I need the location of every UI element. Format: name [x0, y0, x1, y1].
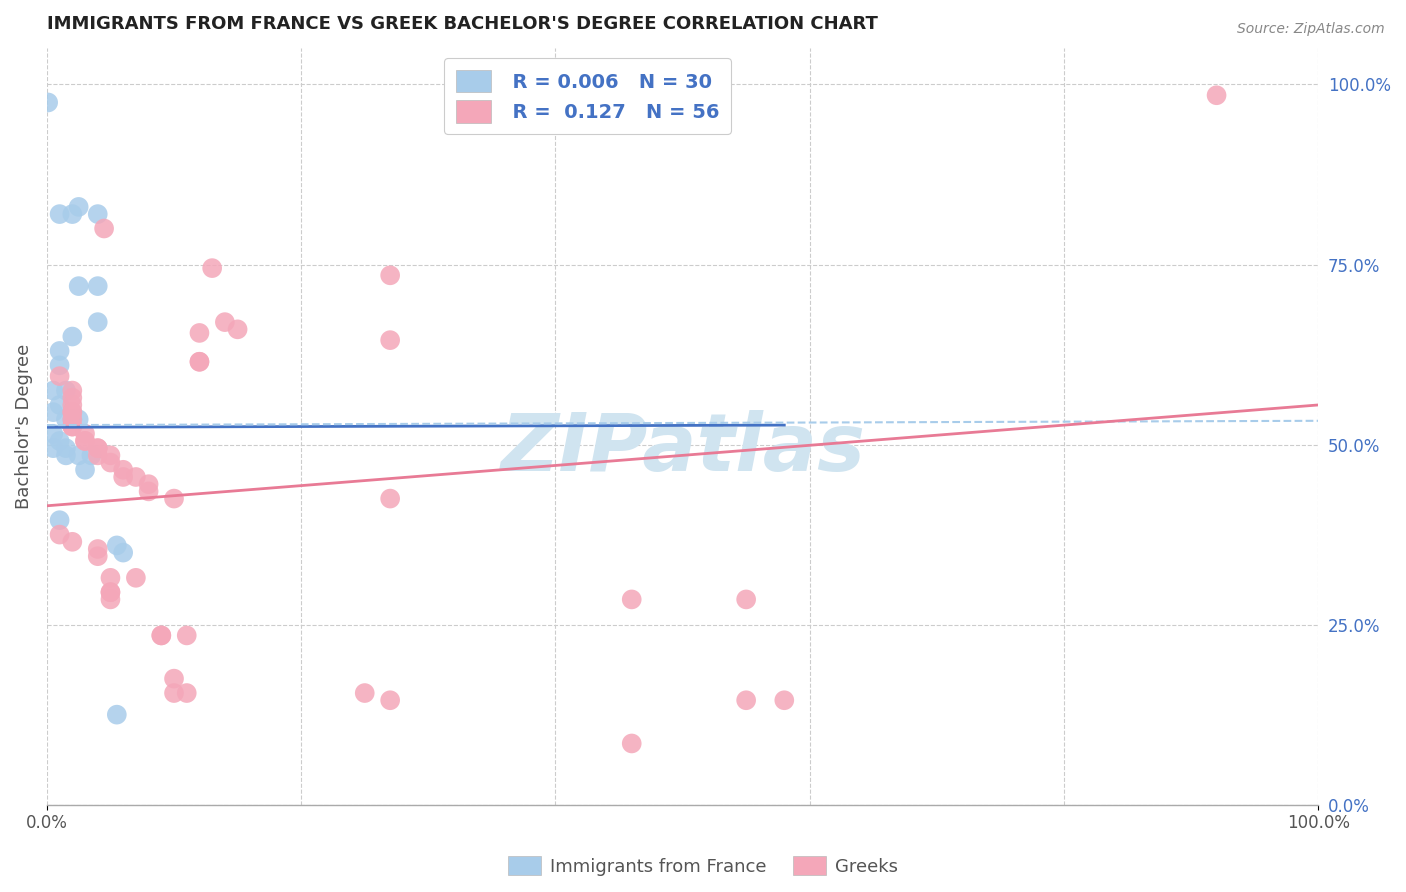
- Point: [87, 279, 110, 293]
- Point: [60, 412, 83, 426]
- Point: [378, 333, 401, 347]
- Point: [226, 322, 249, 336]
- Point: [42, 426, 65, 441]
- Point: [100, 585, 122, 599]
- Point: [48, 434, 70, 448]
- Point: [87, 315, 110, 329]
- Point: [378, 268, 401, 283]
- Point: [48, 369, 70, 384]
- Point: [87, 441, 110, 455]
- Point: [67, 200, 90, 214]
- Point: [60, 391, 83, 405]
- Point: [620, 736, 643, 750]
- Point: [60, 419, 83, 434]
- Point: [176, 628, 198, 642]
- Point: [112, 470, 135, 484]
- Point: [60, 405, 83, 419]
- Legend:   R = 0.006   N = 30,   R =  0.127   N = 56: R = 0.006 N = 30, R = 0.127 N = 56: [444, 58, 731, 134]
- Text: Source: ZipAtlas.com: Source: ZipAtlas.com: [1237, 22, 1385, 37]
- Point: [60, 419, 83, 434]
- Point: [150, 628, 173, 642]
- Point: [125, 571, 148, 585]
- Point: [55, 441, 77, 455]
- Point: [93, 221, 115, 235]
- Legend: Immigrants from France, Greeks: Immigrants from France, Greeks: [501, 849, 905, 883]
- Point: [73, 434, 96, 448]
- Point: [735, 592, 758, 607]
- Point: [188, 355, 211, 369]
- Point: [100, 585, 122, 599]
- Point: [87, 449, 110, 463]
- Text: ZIPatlas: ZIPatlas: [501, 410, 865, 488]
- Point: [105, 707, 128, 722]
- Point: [773, 693, 796, 707]
- Y-axis label: Bachelor's Degree: Bachelor's Degree: [15, 344, 32, 509]
- Point: [55, 412, 77, 426]
- Point: [112, 546, 135, 560]
- Point: [163, 491, 186, 506]
- Point: [188, 355, 211, 369]
- Point: [80, 449, 103, 463]
- Point: [87, 541, 110, 556]
- Point: [60, 534, 83, 549]
- Point: [48, 513, 70, 527]
- Point: [620, 592, 643, 607]
- Point: [67, 279, 90, 293]
- Point: [735, 693, 758, 707]
- Point: [73, 426, 96, 441]
- Point: [87, 441, 110, 455]
- Point: [48, 359, 70, 373]
- Point: [60, 329, 83, 343]
- Point: [188, 326, 211, 340]
- Point: [48, 398, 70, 412]
- Point: [201, 261, 224, 276]
- Point: [60, 398, 83, 412]
- Point: [100, 456, 122, 470]
- Point: [55, 449, 77, 463]
- Point: [42, 405, 65, 419]
- Point: [87, 207, 110, 221]
- Point: [100, 571, 122, 585]
- Point: [42, 441, 65, 455]
- Point: [48, 207, 70, 221]
- Point: [73, 434, 96, 448]
- Point: [67, 449, 90, 463]
- Point: [378, 491, 401, 506]
- Point: [353, 686, 375, 700]
- Point: [163, 672, 186, 686]
- Point: [100, 592, 122, 607]
- Point: [67, 412, 90, 426]
- Point: [55, 384, 77, 398]
- Point: [60, 412, 83, 426]
- Point: [176, 686, 198, 700]
- Point: [42, 384, 65, 398]
- Point: [125, 470, 148, 484]
- Point: [100, 449, 122, 463]
- Point: [112, 463, 135, 477]
- Point: [60, 384, 83, 398]
- Text: IMMIGRANTS FROM FRANCE VS GREEK BACHELOR'S DEGREE CORRELATION CHART: IMMIGRANTS FROM FRANCE VS GREEK BACHELOR…: [46, 15, 877, 33]
- Point: [378, 693, 401, 707]
- Point: [105, 538, 128, 552]
- Point: [48, 527, 70, 541]
- Point: [1205, 88, 1227, 103]
- Point: [48, 343, 70, 358]
- Point: [73, 463, 96, 477]
- Point: [163, 686, 186, 700]
- Point: [60, 207, 83, 221]
- Point: [37, 95, 59, 110]
- Point: [150, 628, 173, 642]
- Point: [138, 477, 160, 491]
- Point: [214, 315, 236, 329]
- Point: [138, 484, 160, 499]
- Point: [60, 405, 83, 419]
- Point: [87, 549, 110, 564]
